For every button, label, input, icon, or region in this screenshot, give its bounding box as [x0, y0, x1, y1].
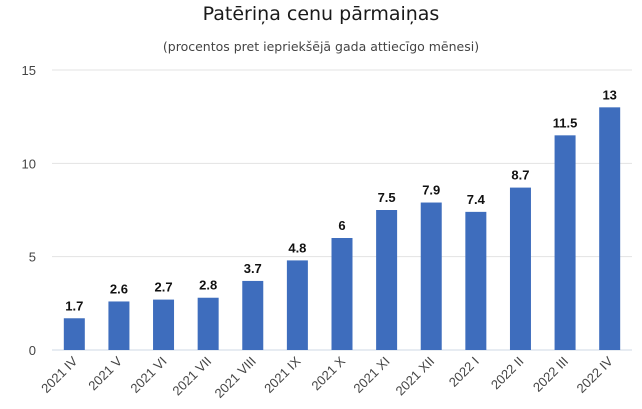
- data-label: 2.7: [154, 280, 172, 295]
- y-tick-label: 5: [29, 250, 36, 265]
- x-tick-label: 2021 VII: [169, 354, 214, 399]
- data-label: 4.8: [288, 240, 306, 255]
- data-label: 11.5: [553, 115, 578, 130]
- bar: [286, 260, 308, 350]
- bar: [599, 107, 621, 350]
- data-label: 7.9: [422, 183, 440, 198]
- data-label: 2.6: [110, 281, 128, 296]
- x-tick-label: 2021 IV: [38, 353, 81, 396]
- bar: [420, 202, 442, 350]
- x-tick-label: 2022 I: [446, 354, 482, 390]
- x-tick-label: 2022 III: [530, 354, 571, 395]
- x-tick-label: 2021 XII: [392, 354, 437, 399]
- x-tick-label: 2021 X: [308, 353, 348, 393]
- y-axis: 0 5 10 15: [22, 63, 36, 358]
- data-label: 6: [338, 218, 345, 233]
- x-tick-label: 2021 VIII: [211, 354, 258, 401]
- bar: [554, 135, 576, 350]
- bar: [465, 211, 487, 350]
- chart-title: Patēriņa cenu pārmaiņas: [203, 3, 440, 25]
- chart-subtitle: (procentos pret iepriekšējā gada attiecī…: [163, 39, 479, 54]
- x-tick-label: 2021 IX: [261, 353, 304, 396]
- y-tick-label: 0: [29, 343, 36, 358]
- data-label: 3.7: [244, 261, 262, 276]
- bar: [108, 301, 130, 350]
- x-tick-label: 2021 VI: [127, 354, 169, 396]
- x-tick-label: 2021 XI: [350, 354, 392, 396]
- data-label: 2.8: [199, 278, 217, 293]
- data-label: 8.7: [511, 168, 529, 183]
- x-tick-label: 2021 V: [85, 353, 125, 393]
- bars: [63, 107, 621, 350]
- x-tick-label: 2022 IV: [574, 353, 617, 396]
- data-label: 1.7: [65, 298, 83, 313]
- data-label: 7.4: [467, 192, 486, 207]
- y-tick-label: 10: [22, 156, 36, 171]
- bar: [509, 187, 531, 350]
- bar: [331, 238, 353, 350]
- y-tick-label: 15: [22, 63, 36, 78]
- data-labels: 1.7 2.6 2.7 2.8 3.7 4.8 6 7.5 7.9 7.4 8.7 11.5 13: [65, 87, 617, 313]
- data-label: 7.5: [378, 190, 396, 205]
- data-label: 13: [602, 87, 616, 102]
- bar: [63, 318, 85, 350]
- bar: [153, 299, 175, 350]
- bar: [197, 297, 219, 350]
- bar: [242, 280, 264, 350]
- x-tick-label: 2022 II: [488, 354, 527, 393]
- bar: [376, 210, 398, 350]
